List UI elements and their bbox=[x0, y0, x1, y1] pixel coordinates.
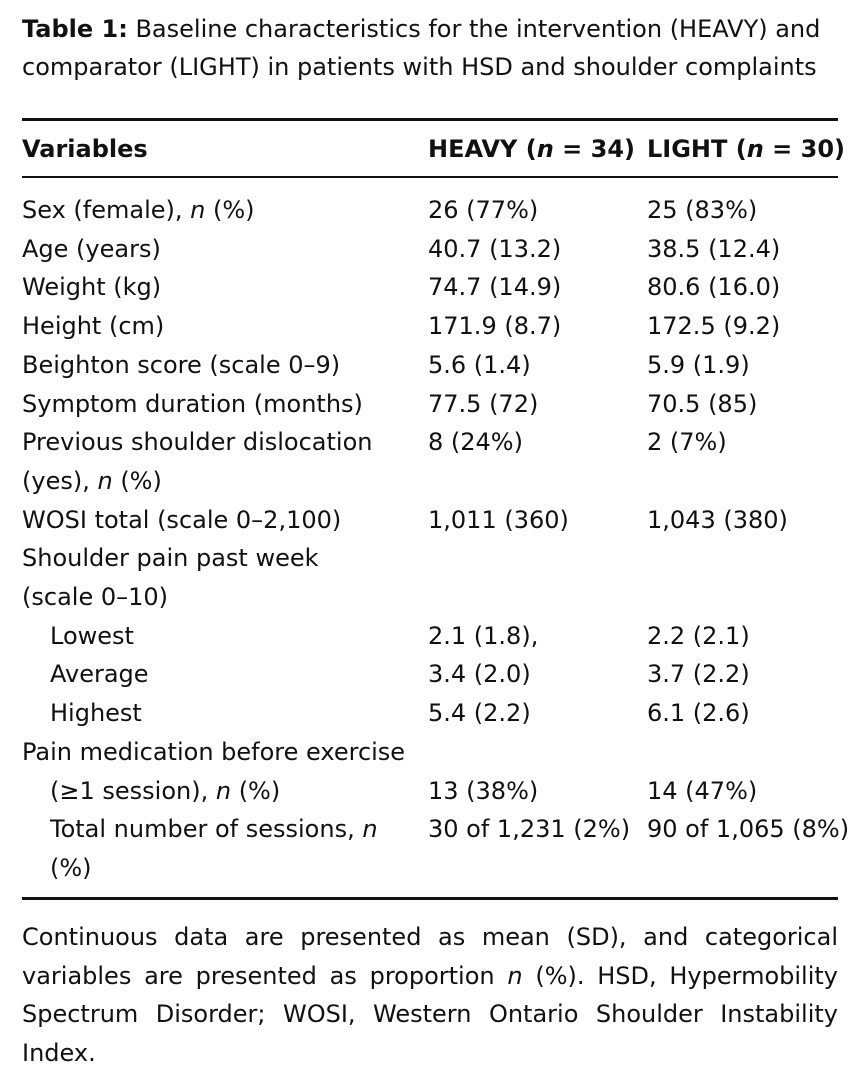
row-heavy-value: 30 of 1,231 (2%) bbox=[428, 815, 631, 844]
header-light-n: n bbox=[746, 135, 764, 163]
row-label-suffix: (%) bbox=[231, 776, 281, 805]
table-caption-label: Table 1: bbox=[22, 15, 128, 43]
table-caption: Table 1: Baseline characteristics for th… bbox=[22, 10, 838, 86]
row-label: Previous shoulder dislocation (yes), n (… bbox=[22, 423, 382, 500]
row-label: Shoulder pain past week (scale 0–10) bbox=[22, 544, 319, 612]
table-row: Beighton score (scale 0–9) 5.6 (1.4) 5.9… bbox=[22, 346, 838, 385]
table-header-row: Variables HEAVY (n = 34) LIGHT (n = 30) bbox=[22, 130, 845, 168]
table-row: Sex (female), n (%) 26 (77%) 25 (83%) bbox=[22, 191, 838, 230]
table-body: Sex (female), n (%) 26 (77%) 25 (83%) Ag… bbox=[22, 191, 849, 888]
table-row: Total number of sessions, n (%) 30 of 1,… bbox=[22, 810, 849, 887]
row-label: Lowest bbox=[50, 621, 134, 650]
row-label: Weight (kg) bbox=[22, 273, 162, 302]
row-label: Pain medication before exercise bbox=[22, 737, 406, 766]
header-light-suffix: = 30) bbox=[763, 135, 845, 163]
table-row: (≥1 session), n (%) 13 (38%) 14 (47%) bbox=[22, 772, 838, 811]
row-label: Total number of sessions, n (%) bbox=[22, 810, 380, 887]
row-heavy-value: 5.6 (1.4) bbox=[428, 350, 531, 379]
header-heavy-prefix: HEAVY ( bbox=[428, 135, 537, 163]
table-row: Previous shoulder dislocation (yes), n (… bbox=[22, 423, 838, 500]
row-heavy-value: 26 (77%) bbox=[428, 196, 539, 224]
table-row: Pain medication before exercise bbox=[22, 733, 838, 772]
row-label-italic: n bbox=[215, 776, 232, 805]
header-light: LIGHT (n = 30) bbox=[647, 130, 845, 168]
row-heavy-value: 74.7 (14.9) bbox=[428, 273, 562, 302]
row-label: Sex (female), n (%) bbox=[22, 191, 412, 230]
row-heavy-value: 77.5 (72) bbox=[428, 389, 539, 418]
row-heavy-value: 40.7 (13.2) bbox=[428, 234, 562, 263]
footnote-italic: n bbox=[507, 961, 523, 990]
row-label-suffix: (%) bbox=[205, 196, 255, 224]
row-label: Symptom duration (months) bbox=[22, 389, 363, 418]
header-heavy-suffix: = 34) bbox=[553, 135, 635, 163]
row-label-text: Previous shoulder dislocation (yes), bbox=[22, 428, 373, 495]
header-heavy-n: n bbox=[536, 135, 554, 163]
row-light-value: 14 (47%) bbox=[647, 776, 758, 805]
row-heavy-value: 13 (38%) bbox=[428, 776, 539, 805]
row-light-value: 2.2 (2.1) bbox=[647, 621, 750, 650]
row-label-text: Sex (female), bbox=[22, 196, 191, 224]
row-light-value: 3.7 (2.2) bbox=[647, 660, 750, 689]
table-top-rule bbox=[22, 118, 838, 121]
row-label-italic: n bbox=[97, 466, 113, 495]
row-light-value: 6.1 (2.6) bbox=[647, 699, 750, 728]
header-light-prefix: LIGHT ( bbox=[647, 135, 747, 163]
row-light-value: 2 (7%) bbox=[647, 428, 727, 457]
table-row: Average 3.4 (2.0) 3.7 (2.2) bbox=[22, 655, 838, 694]
row-light-value: 1,043 (380) bbox=[647, 505, 788, 534]
table-row: Symptom duration (months) 77.5 (72) 70.5… bbox=[22, 385, 838, 424]
row-label-suffix: (%) bbox=[112, 466, 162, 495]
row-light-value: 90 of 1,065 (8%) bbox=[647, 815, 850, 844]
table-row: Lowest 2.1 (1.8), 2.2 (2.1) bbox=[22, 617, 838, 656]
table-row: WOSI total (scale 0–2,100) 1,011 (360) 1… bbox=[22, 501, 838, 540]
row-heavy-value: 1,011 (360) bbox=[428, 505, 569, 534]
row-light-value: 5.9 (1.9) bbox=[647, 350, 750, 379]
footnote-text: Continuous data are presented as mean (S… bbox=[22, 923, 838, 990]
header-heavy: HEAVY (n = 34) bbox=[428, 130, 635, 168]
row-label: Height (cm) bbox=[22, 312, 165, 341]
row-label: (≥1 session), n (%) bbox=[22, 772, 412, 811]
row-label-suffix: (%) bbox=[50, 853, 92, 882]
table-row: Height (cm) 171.9 (8.7) 172.5 (9.2) bbox=[22, 307, 838, 346]
table-header-rule bbox=[22, 176, 838, 178]
row-heavy-value: 171.9 (8.7) bbox=[428, 312, 562, 341]
table-caption-text: Baseline characteristics for the interve… bbox=[22, 15, 821, 81]
table-row: Highest 5.4 (2.2) 6.1 (2.6) bbox=[22, 694, 838, 733]
row-label-text: (≥1 session), bbox=[50, 776, 216, 805]
table-row: Shoulder pain past week (scale 0–10) bbox=[22, 539, 838, 616]
row-heavy-value: 2.1 (1.8), bbox=[428, 621, 539, 650]
row-label-italic: n bbox=[190, 196, 206, 224]
row-label-italic: n bbox=[362, 815, 378, 844]
row-light-value: 70.5 (85) bbox=[647, 389, 758, 418]
table-row: Age (years) 40.7 (13.2) 38.5 (12.4) bbox=[22, 230, 838, 269]
row-light-value: 38.5 (12.4) bbox=[647, 234, 781, 263]
row-label: Age (years) bbox=[22, 234, 161, 263]
row-heavy-value: 5.4 (2.2) bbox=[428, 699, 531, 728]
row-label: Highest bbox=[50, 699, 142, 728]
row-heavy-value: 8 (24%) bbox=[428, 428, 523, 457]
table-bottom-rule bbox=[22, 897, 838, 900]
row-label: Average bbox=[50, 660, 149, 689]
table-row: Weight (kg) 74.7 (14.9) 80.6 (16.0) bbox=[22, 268, 838, 307]
row-label-text: Total number of sessions, bbox=[50, 815, 363, 844]
row-light-value: 25 (83%) bbox=[647, 196, 758, 224]
row-light-value: 80.6 (16.0) bbox=[647, 273, 781, 302]
row-label: WOSI total (scale 0–2,100) bbox=[22, 505, 342, 534]
table-footnote: Continuous data are presented as mean (S… bbox=[22, 918, 838, 1072]
row-heavy-value: 3.4 (2.0) bbox=[428, 660, 531, 689]
header-variables: Variables bbox=[22, 135, 148, 163]
row-light-value: 172.5 (9.2) bbox=[647, 312, 781, 341]
row-label: Beighton score (scale 0–9) bbox=[22, 350, 341, 379]
